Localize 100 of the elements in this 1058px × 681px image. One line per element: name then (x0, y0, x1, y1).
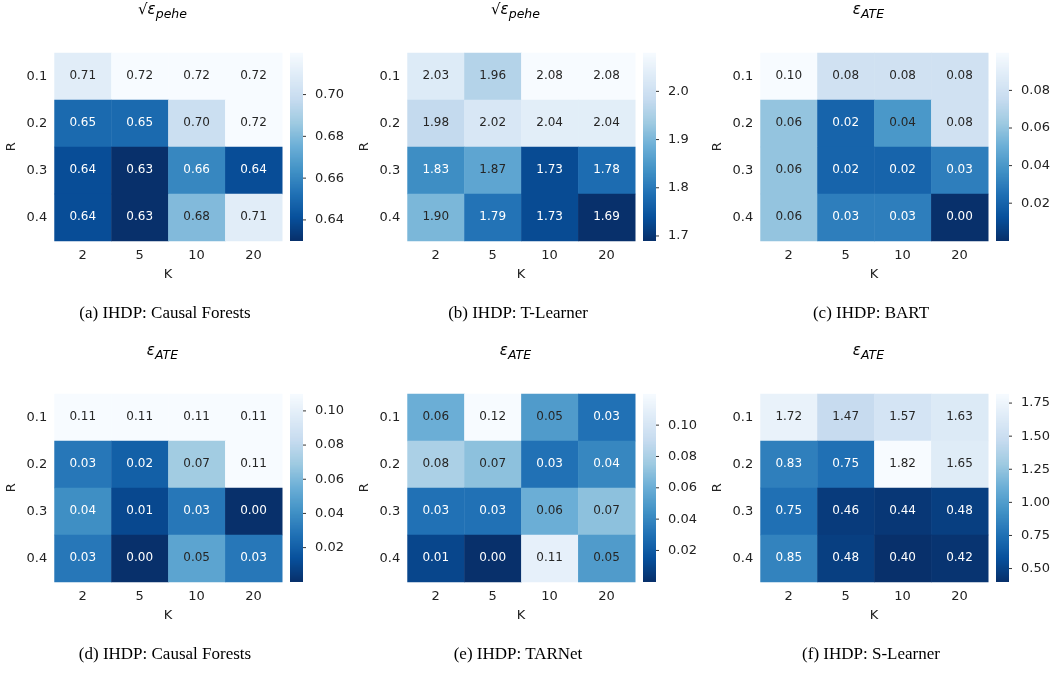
data-label: 0.06 (536, 503, 563, 518)
data-label: 0.72 (183, 68, 210, 83)
data-label: 1.87 (479, 162, 507, 177)
y-tick-label: 0.2 (379, 114, 401, 130)
data-label: 2.08 (593, 68, 620, 83)
data-label: 0.68 (183, 209, 210, 224)
y-tick-label: 0.1 (26, 408, 48, 424)
data-label: 0.72 (240, 68, 267, 83)
data-label: 1.73 (536, 162, 563, 177)
x-axis-title: K (163, 265, 173, 281)
x-tick-label: 2 (431, 246, 440, 262)
data-label: 0.65 (126, 115, 154, 130)
data-label: 0.83 (775, 456, 803, 471)
text: (e) IHDP: TARNet (452, 644, 584, 664)
data-label: 0.03 (479, 503, 507, 518)
data-label: 0.08 (422, 456, 450, 471)
y-tick-label: 0.3 (732, 502, 754, 518)
x-tick-label: 10 (894, 587, 911, 603)
y-tick-label: 0.3 (379, 502, 401, 518)
color-bar-label: 0.70 (315, 85, 344, 101)
color-bar-label: 0.06 (315, 470, 344, 486)
data-label: 0.11 (183, 409, 210, 424)
data-label: 0.10 (775, 68, 803, 83)
data-label: 0.04 (69, 503, 97, 518)
data-label: 0.00 (240, 503, 267, 518)
color-bar-label: 0.08 (668, 447, 697, 463)
color-bar-label: 0.66 (315, 169, 344, 185)
x-tick-label: 10 (188, 246, 205, 262)
y-tick-label: 0.2 (379, 455, 401, 471)
x-tick-label: 20 (951, 246, 968, 262)
y-axis-title: R (356, 483, 372, 493)
color-bar-label: 0.10 (668, 416, 697, 432)
text: (d) IHDP: Causal Forests (77, 644, 253, 664)
data-label: 0.11 (69, 409, 97, 424)
data-label: 0.03 (593, 409, 620, 424)
color-bar-label: 0.04 (668, 510, 697, 526)
data-label: 0.70 (183, 115, 210, 130)
data-label: 0.85 (775, 550, 803, 565)
data-label: 0.00 (946, 209, 973, 224)
x-tick-label: 2 (78, 587, 87, 603)
data-label: 0.05 (593, 550, 620, 565)
data-label: 0.72 (240, 115, 267, 130)
data-label: 1.47 (832, 409, 860, 424)
x-tick-label: 5 (488, 246, 497, 262)
data-label: 1.69 (593, 209, 620, 224)
data-label: 0.42 (946, 550, 973, 565)
x-axis-title: K (516, 606, 526, 622)
chart-title: √ε$_{pehe}$ (490, 0, 541, 22)
data-label: 1.63 (946, 409, 973, 424)
y-tick-label: 0.3 (379, 161, 401, 177)
chart-title: ε$_{ATE}$ (145, 341, 180, 363)
color-bar-label: 0.02 (1021, 194, 1050, 210)
data-label: 0.05 (183, 550, 210, 565)
data-label: 1.96 (479, 68, 507, 83)
data-label: 0.06 (775, 162, 803, 177)
data-label: 1.57 (889, 409, 916, 424)
y-tick-label: 0.3 (26, 502, 48, 518)
data-label: 0.06 (775, 115, 803, 130)
data-label: 1.83 (422, 162, 450, 177)
y-tick-label: 0.1 (26, 67, 48, 83)
data-label: 0.03 (69, 456, 97, 471)
color-bar-label: 1.7 (668, 227, 689, 243)
data-label: 0.08 (946, 115, 973, 130)
data-label: 2.04 (593, 115, 620, 130)
data-label: 0.11 (126, 409, 154, 424)
y-tick-label: 0.4 (26, 208, 48, 224)
x-tick-label: 2 (78, 246, 87, 262)
data-label: 0.03 (183, 503, 210, 518)
data-label: 2.03 (422, 68, 450, 83)
color-bar-label: 0.06 (668, 479, 697, 495)
color-bar-label: 0.50 (1021, 559, 1050, 575)
x-tick-label: 20 (951, 587, 968, 603)
data-label: 0.06 (775, 209, 803, 224)
data-label: 1.90 (422, 209, 450, 224)
data-label: 0.66 (183, 162, 210, 177)
data-label: 0.02 (126, 456, 154, 471)
data-label: 0.72 (126, 68, 154, 83)
x-tick-label: 5 (135, 587, 144, 603)
data-label: 0.08 (946, 68, 973, 83)
y-tick-label: 0.4 (379, 549, 401, 565)
y-axis-title: R (356, 142, 372, 152)
data-label: 0.48 (832, 550, 860, 565)
color-bar-label: 1.50 (1021, 427, 1050, 443)
x-axis-title: K (869, 265, 879, 281)
color-bar-label: 0.04 (1021, 156, 1050, 172)
x-axis-title: K (869, 606, 879, 622)
x-tick-label: 10 (188, 587, 205, 603)
x-tick-label: 10 (541, 246, 558, 262)
data-label: 0.01 (126, 503, 154, 518)
data-label: 0.40 (889, 550, 916, 565)
x-tick-label: 10 (894, 246, 911, 262)
color-bar-label: 1.00 (1021, 493, 1050, 509)
data-label: 0.08 (832, 68, 860, 83)
color-bar-label: 0.02 (668, 541, 697, 557)
chart-title: ε$_{ATE}$ (851, 0, 886, 22)
y-tick-label: 0.4 (379, 208, 401, 224)
data-label: 0.07 (593, 503, 620, 518)
color-bar-label: 0.10 (315, 402, 344, 418)
x-tick-label: 10 (541, 587, 558, 603)
data-label: 1.79 (479, 209, 507, 224)
